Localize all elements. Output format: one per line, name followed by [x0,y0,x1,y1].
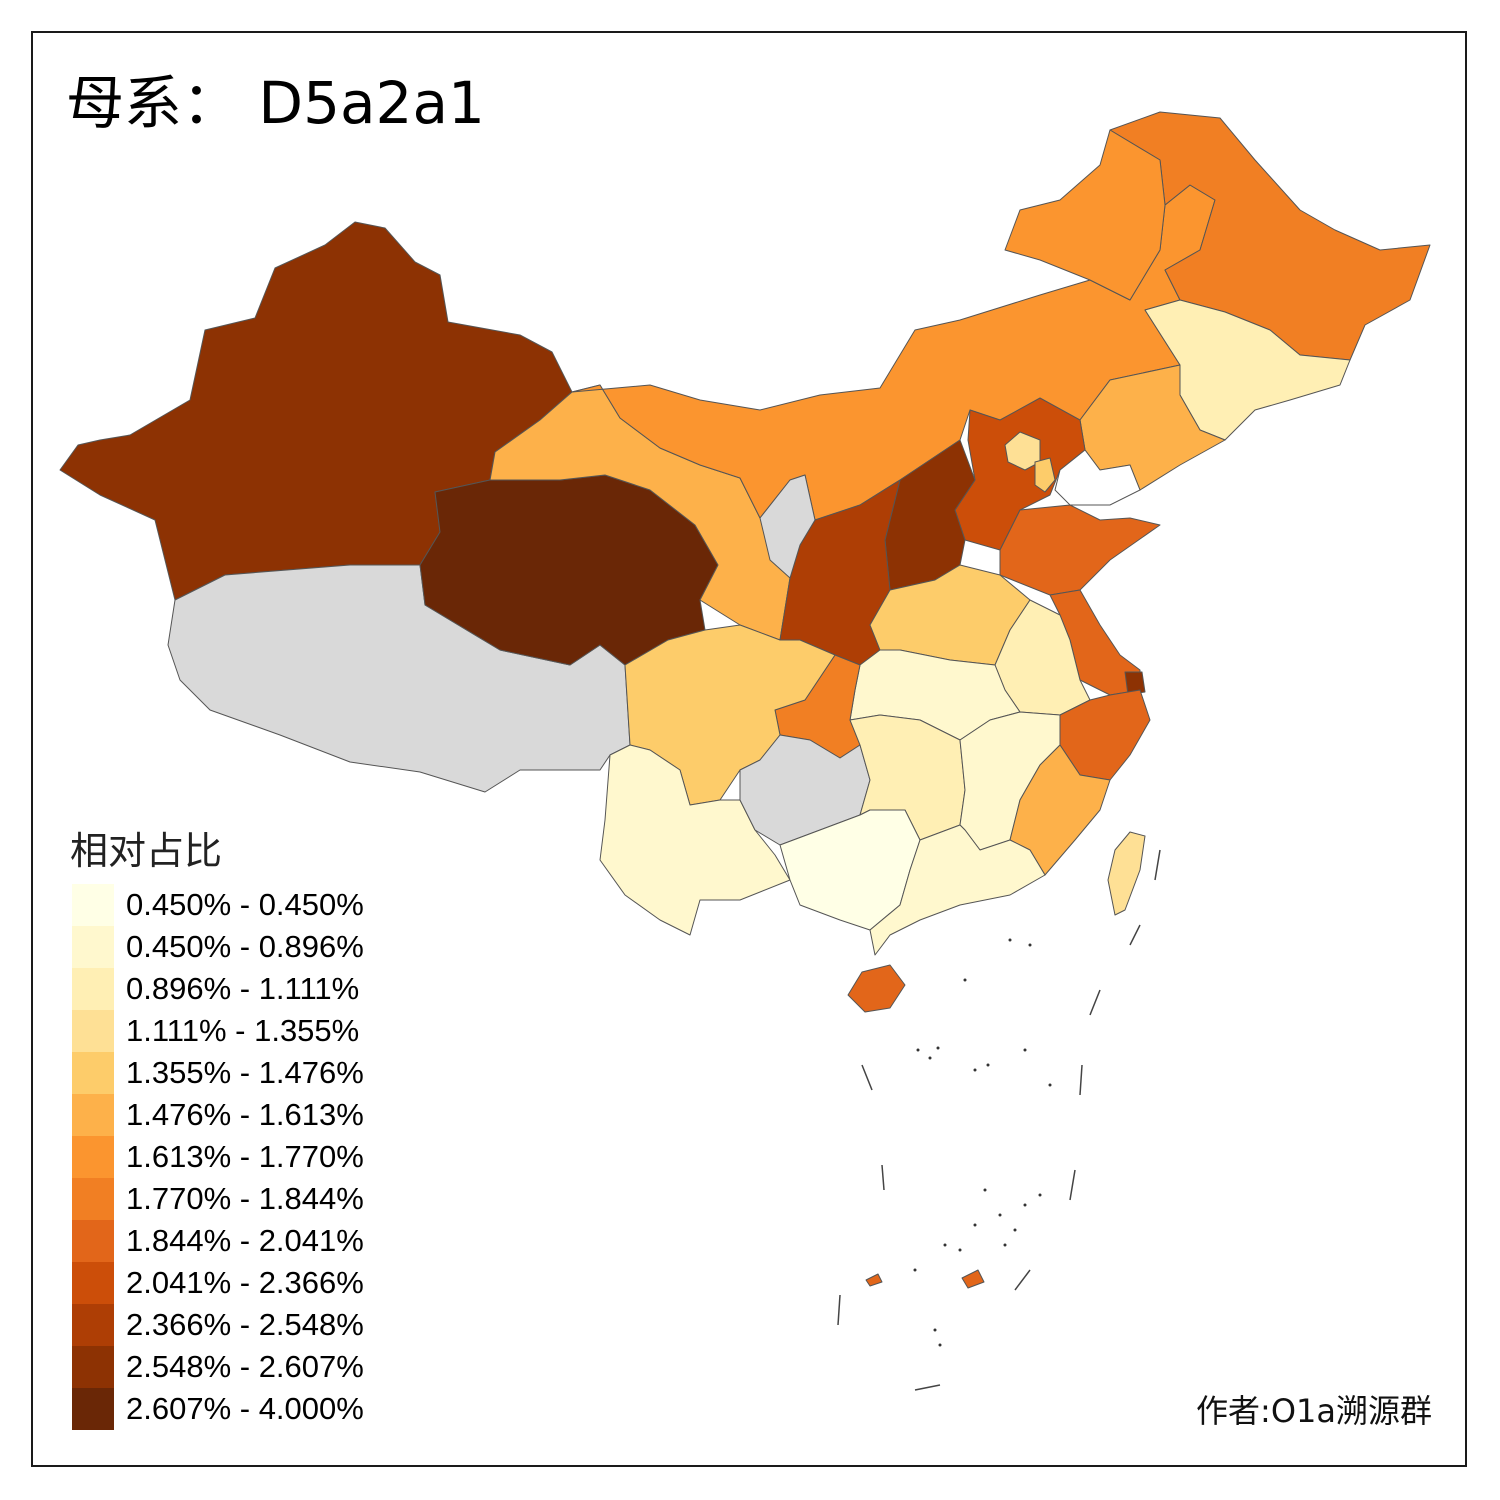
map-frame [31,31,1467,1467]
region-ningxia[interactable] [759,474,816,579]
bohai-sea [1054,449,1141,506]
legend-title: 相对占比 [70,829,223,873]
legend-item: 0.450% - 0.450% [72,884,364,926]
south-sea-islands-marker-1 [961,1269,985,1289]
legend-item: 0.450% - 0.896% [72,926,364,968]
legend-label: 0.450% - 0.450% [126,887,364,922]
legend-swatch [72,1178,114,1220]
legend-label: 2.548% - 2.607% [126,1349,364,1384]
legend-swatch [72,1094,114,1136]
legend-item: 1.111% - 1.355% [72,1010,359,1052]
legend-item: 1.355% - 1.476% [72,1052,364,1094]
map-title: 母系： D5a2a1 [66,69,485,137]
legend-item: 2.607% - 4.000% [72,1388,364,1430]
legend-label: 1.844% - 2.041% [126,1223,364,1258]
legend-label: 1.355% - 1.476% [126,1055,364,1090]
region-hainan[interactable] [847,964,906,1013]
legend-label: 1.111% - 1.355% [126,1013,360,1048]
legend-item: 1.844% - 2.041% [72,1220,364,1262]
legend-item: 2.366% - 2.548% [72,1304,364,1346]
author-credit: 作者:O1a溯源群 [1196,1392,1432,1430]
legend-swatch [72,926,114,968]
region-shandong[interactable] [999,504,1161,596]
region-guangdong[interactable] [869,824,1046,956]
legend-item: 2.041% - 2.366% [72,1262,364,1304]
legend-label: 1.770% - 1.844% [126,1181,364,1216]
legend-label: 1.613% - 1.770% [126,1139,364,1174]
legend-label: 0.450% - 0.896% [126,929,364,964]
legend-item: 0.896% - 1.111% [72,968,359,1010]
legend-label: 1.476% - 1.613% [126,1097,364,1132]
legend-swatch [72,1262,114,1304]
legend-swatch [72,1346,114,1388]
region-tianjin[interactable] [1034,457,1056,493]
legend-swatch [72,1136,114,1178]
legend-item: 1.613% - 1.770% [72,1136,364,1178]
legend-item: 2.548% - 2.607% [72,1346,364,1388]
south-sea-island-dots [913,938,1052,1347]
legend-label: 2.366% - 2.548% [126,1307,364,1342]
maritime-boundary-lines [837,849,1161,1391]
legend-swatch [72,968,114,1010]
region-taiwan[interactable] [1107,831,1146,916]
legend-label: 2.607% - 4.000% [126,1391,364,1426]
legend-label: 0.896% - 1.111% [126,971,360,1006]
legend-swatch [72,1010,114,1052]
region-yunnan[interactable] [599,744,791,936]
legend-swatch [72,1388,114,1430]
south-sea-islands-marker-2 [865,1273,883,1287]
region-hulunbuir[interactable] [1004,129,1166,301]
legend-swatch [72,884,114,926]
legend-label: 2.041% - 2.366% [126,1265,364,1300]
region-fujian[interactable] [1009,744,1111,876]
legend-swatch [72,1052,114,1094]
legend-swatch [72,1304,114,1346]
legend-item: 1.476% - 1.613% [72,1094,364,1136]
region-shanghai[interactable] [1124,671,1146,696]
legend-item: 1.770% - 1.844% [72,1178,364,1220]
legend-swatch [72,1220,114,1262]
